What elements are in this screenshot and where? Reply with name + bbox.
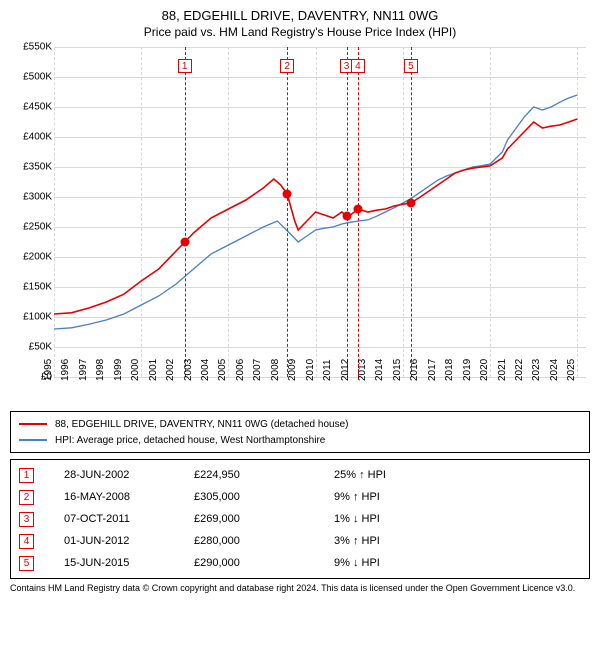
x-tick-label: 1999: [113, 359, 124, 381]
transaction-row: 216-MAY-2008£305,0009% ↑ HPI: [19, 486, 581, 508]
transaction-number: 3: [19, 512, 34, 527]
event-number: 1: [178, 59, 192, 73]
transaction-hpi-delta: 25% ↑ HPI: [334, 469, 434, 481]
x-tick-label: 2009: [287, 359, 298, 381]
y-tick-label: £500K: [23, 72, 52, 83]
transaction-price: £280,000: [194, 535, 334, 547]
event-number: 4: [351, 59, 365, 73]
event-line: [185, 47, 186, 377]
transaction-date: 28-JUN-2002: [34, 469, 194, 481]
y-tick-label: £200K: [23, 252, 52, 263]
transaction-row: 128-JUN-2002£224,95025% ↑ HPI: [19, 464, 581, 486]
price-chart: £0£50K£100K£150K£200K£250K£300K£350K£400…: [10, 47, 590, 407]
x-tick-label: 2024: [549, 359, 560, 381]
x-tick-label: 2013: [357, 359, 368, 381]
transaction-price: £290,000: [194, 557, 334, 569]
x-tick-label: 2021: [496, 359, 507, 381]
y-axis: £0£50K£100K£150K£200K£250K£300K£350K£400…: [10, 47, 54, 377]
transactions-table: 128-JUN-2002£224,95025% ↑ HPI216-MAY-200…: [10, 459, 590, 579]
legend-swatch: [19, 423, 47, 425]
transaction-date: 15-JUN-2015: [34, 557, 194, 569]
event-point: [342, 211, 351, 220]
plot-area: 12345: [54, 47, 586, 377]
x-tick-label: 2003: [182, 359, 193, 381]
legend-label: HPI: Average price, detached house, West…: [55, 435, 325, 446]
x-tick-label: 2015: [392, 359, 403, 381]
x-tick-label: 2008: [270, 359, 281, 381]
x-tick-label: 2000: [130, 359, 141, 381]
transaction-date: 07-OCT-2011: [34, 513, 194, 525]
transaction-price: £269,000: [194, 513, 334, 525]
transaction-hpi-delta: 9% ↓ HPI: [334, 557, 434, 569]
transaction-number: 4: [19, 534, 34, 549]
event-point: [406, 199, 415, 208]
event-line: [411, 47, 412, 377]
x-tick-label: 2016: [409, 359, 420, 381]
event-point: [353, 205, 362, 214]
transaction-price: £305,000: [194, 491, 334, 503]
y-tick-label: £250K: [23, 222, 52, 233]
y-tick-label: £400K: [23, 132, 52, 143]
y-tick-label: £300K: [23, 192, 52, 203]
x-tick-label: 2010: [305, 359, 316, 381]
transaction-date: 16-MAY-2008: [34, 491, 194, 503]
event-number: 2: [280, 59, 294, 73]
x-tick-label: 2018: [444, 359, 455, 381]
transaction-number: 1: [19, 468, 34, 483]
legend-item: 88, EDGEHILL DRIVE, DAVENTRY, NN11 0WG (…: [19, 416, 581, 432]
transaction-price: £224,950: [194, 469, 334, 481]
x-tick-label: 1995: [43, 359, 54, 381]
legend-item: HPI: Average price, detached house, West…: [19, 432, 581, 448]
transaction-hpi-delta: 9% ↑ HPI: [334, 491, 434, 503]
transaction-date: 01-JUN-2012: [34, 535, 194, 547]
x-tick-label: 2005: [217, 359, 228, 381]
x-tick-label: 2017: [427, 359, 438, 381]
transaction-number: 5: [19, 556, 34, 571]
y-tick-label: £150K: [23, 282, 52, 293]
x-tick-label: 2011: [322, 359, 333, 381]
x-tick-label: 2001: [148, 359, 159, 381]
x-tick-label: 2019: [461, 359, 472, 381]
transaction-row: 307-OCT-2011£269,0001% ↓ HPI: [19, 508, 581, 530]
x-tick-label: 2007: [252, 359, 263, 381]
chart-title: 88, EDGEHILL DRIVE, DAVENTRY, NN11 0WG P…: [10, 8, 590, 39]
title-address: 88, EDGEHILL DRIVE, DAVENTRY, NN11 0WG: [10, 8, 590, 23]
footnote: Contains HM Land Registry data © Crown c…: [10, 583, 590, 595]
x-axis: 1995199619971998199920002001200220032004…: [54, 377, 586, 407]
transaction-row: 401-JUN-2012£280,0003% ↑ HPI: [19, 530, 581, 552]
y-tick-label: £550K: [23, 42, 52, 53]
event-line: [287, 47, 288, 377]
x-tick-label: 2004: [200, 359, 211, 381]
x-tick-label: 1998: [95, 359, 106, 381]
x-tick-label: 2025: [566, 359, 577, 381]
x-tick-label: 2023: [531, 359, 542, 381]
y-tick-label: £50K: [29, 342, 52, 353]
event-point: [180, 238, 189, 247]
x-tick-label: 1996: [60, 359, 71, 381]
x-tick-label: 2014: [374, 359, 385, 381]
x-tick-label: 2020: [479, 359, 490, 381]
transaction-hpi-delta: 1% ↓ HPI: [334, 513, 434, 525]
plot-svg: [54, 47, 586, 377]
event-point: [283, 190, 292, 199]
x-tick-label: 1997: [78, 359, 89, 381]
transaction-row: 515-JUN-2015£290,0009% ↓ HPI: [19, 552, 581, 574]
event-number: 5: [404, 59, 418, 73]
legend-swatch: [19, 439, 47, 441]
y-tick-label: £350K: [23, 162, 52, 173]
x-tick-label: 2012: [339, 359, 350, 381]
transaction-hpi-delta: 3% ↑ HPI: [334, 535, 434, 547]
x-tick-label: 2002: [165, 359, 176, 381]
x-tick-label: 2006: [235, 359, 246, 381]
y-tick-label: £100K: [23, 312, 52, 323]
property-line: [54, 119, 577, 314]
y-tick-label: £450K: [23, 102, 52, 113]
transaction-number: 2: [19, 490, 34, 505]
legend: 88, EDGEHILL DRIVE, DAVENTRY, NN11 0WG (…: [10, 411, 590, 453]
title-subtitle: Price paid vs. HM Land Registry's House …: [10, 25, 590, 39]
legend-label: 88, EDGEHILL DRIVE, DAVENTRY, NN11 0WG (…: [55, 419, 348, 430]
x-tick-label: 2022: [514, 359, 525, 381]
